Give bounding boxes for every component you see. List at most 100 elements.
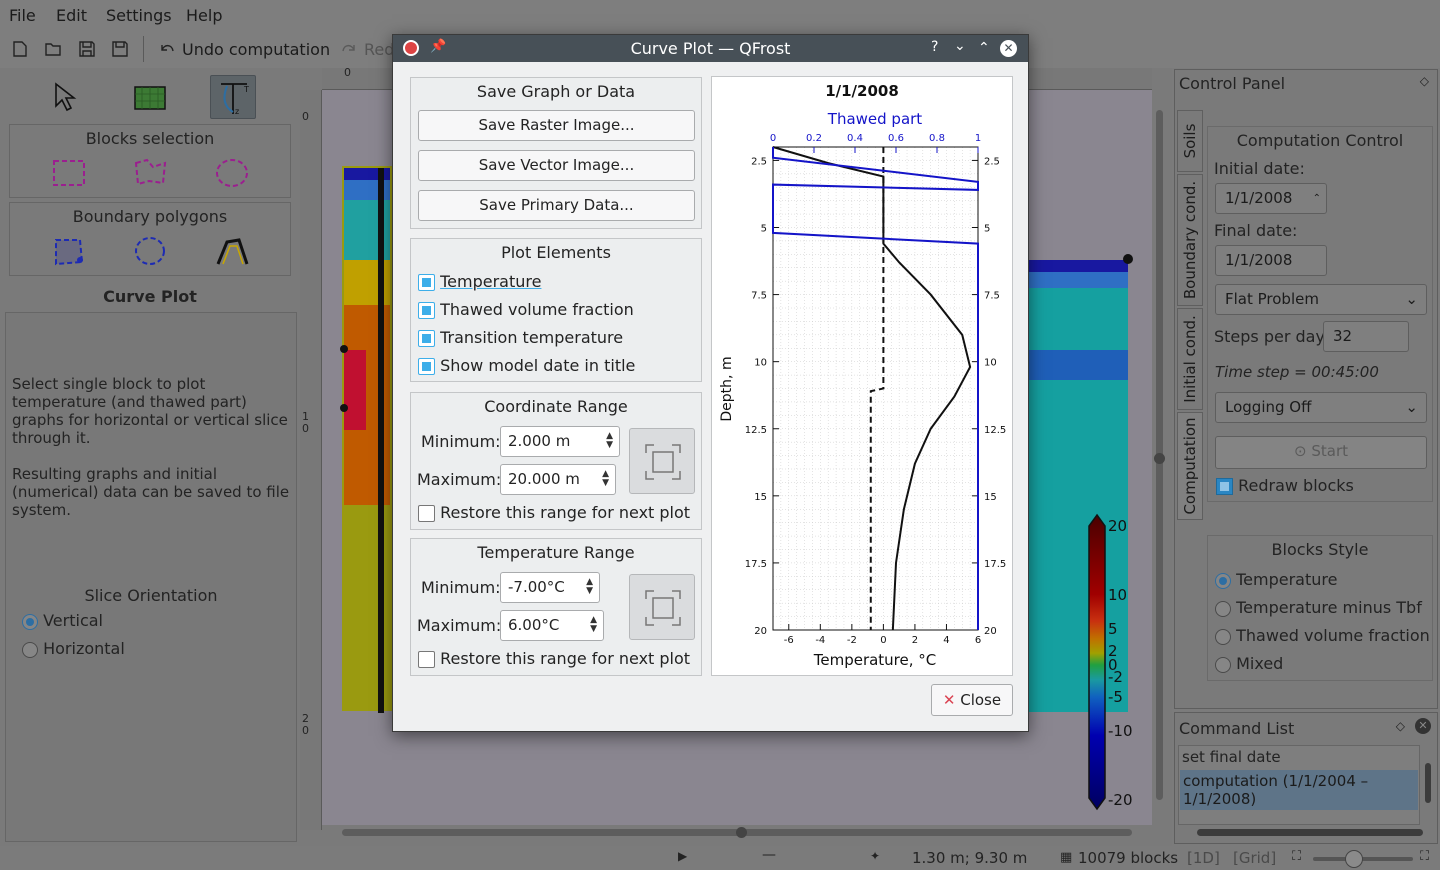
style-thawed-radio[interactable] [1215,628,1231,645]
command-list[interactable]: set final date computation (1/1/2004 – 1… [1178,745,1420,825]
style-temperature-minus-tbf[interactable]: Temperature minus Tbf [1215,598,1422,617]
spin-arrows-icon[interactable]: ▲ ▼ [602,469,609,488]
save-raster-button[interactable]: Save Raster Image... [418,110,695,141]
polygon-select-icon[interactable] [133,157,169,187]
close-icon[interactable]: ✕ [1415,718,1431,734]
temp-restore-checkbox[interactable] [418,651,435,668]
redraw-blocks-option[interactable]: Redraw blocks [1216,476,1354,495]
spin-arrows-icon[interactable]: ▲ ▼ [606,431,613,450]
save-vector-button[interactable]: Save Vector Image... [418,150,695,181]
style-temperature[interactable]: Temperature [1215,570,1337,589]
undo-button[interactable]: Undo computation [182,40,331,59]
logging-select[interactable]: Logging Off ⌄ [1215,392,1427,423]
tab-initial-cond[interactable]: Initial cond. [1177,308,1203,410]
redraw-checkbox[interactable] [1216,478,1233,495]
menu-edit[interactable]: Edit [56,6,87,25]
show-date-checkbox[interactable] [418,358,435,375]
dock-float-icon[interactable]: ◇ [1419,74,1429,88]
command-item-1[interactable]: set final date [1182,748,1281,766]
vertical-scroll-knob[interactable] [1154,453,1165,464]
dock-float-icon[interactable]: ◇ [1395,719,1405,733]
menu-settings[interactable]: Settings [106,6,172,25]
temperature-option[interactable]: Temperature [418,272,541,291]
problem-select[interactable]: Flat Problem ⌄ [1215,284,1427,315]
one-d-toggle[interactable]: [1D] [1187,849,1220,867]
new-file-icon[interactable] [11,40,29,58]
grid-toggle[interactable]: [Grid] [1233,849,1277,867]
polygon-handle-3[interactable] [1123,254,1133,264]
save-icon[interactable] [78,40,96,58]
style-mixed-radio[interactable] [1215,656,1231,673]
coord-min-input[interactable]: 2.000 m ▲ ▼ [500,426,620,457]
close-button[interactable]: ✕ Close [931,684,1013,716]
pin-icon[interactable]: 📌 [430,39,447,54]
zoom-slider[interactable] [1313,857,1413,861]
show-date-option[interactable]: Show model date in title [418,356,635,375]
rect-select-icon[interactable] [52,159,86,187]
pointer-tool-icon[interactable] [52,82,78,112]
horizontal-radio[interactable] [22,641,38,658]
coord-restore-option[interactable]: Restore this range for next plot [418,503,690,522]
command-list-scrollbar[interactable] [1423,749,1433,825]
temp-max-input[interactable]: 6.00°C ▲ ▼ [500,610,604,641]
ellipse-select-icon[interactable] [215,158,249,188]
redo-button[interactable]: Red [364,40,395,59]
tab-soils[interactable]: Soils [1177,110,1203,172]
save-as-icon[interactable] [111,40,129,58]
vertical-option[interactable]: Vertical [22,611,103,630]
maximize-icon[interactable]: ⌃ [978,40,990,56]
menu-file[interactable]: File [9,6,36,25]
temp-min-input[interactable]: -7.00°C ▲ ▼ [500,572,600,603]
coord-fit-button[interactable] [629,428,695,494]
horizontal-scrollbar[interactable] [322,825,1152,840]
undo-icon[interactable] [158,40,176,58]
style-temperature-radio[interactable] [1215,572,1231,589]
thawed-fraction-checkbox[interactable] [418,302,435,319]
tab-computation[interactable]: Computation [1177,412,1203,520]
temperature-checkbox[interactable] [418,274,435,291]
help-icon[interactable]: ? [931,39,939,55]
open-folder-icon[interactable] [44,40,62,58]
coord-restore-checkbox[interactable] [418,505,435,522]
transition-temperature-option[interactable]: Transition temperature [418,328,623,347]
polyline-boundary-icon[interactable] [215,236,249,266]
zoom-fit-icon[interactable]: ⛶ [1292,849,1302,864]
polygon-handle-1[interactable] [340,345,348,353]
save-primary-data-button[interactable]: Save Primary Data... [418,190,695,221]
minimize-icon[interactable]: ⌄ [954,38,966,54]
tab-boundary-cond[interactable]: Boundary cond. [1177,174,1203,306]
style-thawed-fraction[interactable]: Thawed volume fraction [1215,626,1430,645]
zoom-fit-icon-2[interactable]: ⛶ [1420,849,1430,864]
ellipse-boundary-icon[interactable] [133,236,167,266]
transition-temperature-checkbox[interactable] [418,330,435,347]
polygon-boundary-icon[interactable] [52,236,86,266]
block-tool-icon[interactable] [134,86,166,110]
horizontal-scroll-knob[interactable] [736,827,747,838]
redo-icon[interactable] [340,40,358,58]
menu-help[interactable]: Help [186,6,223,25]
coord-max-input[interactable]: 20.000 m ▲ ▼ [500,464,616,495]
temp-fit-button[interactable] [629,574,695,640]
spin-arrows-icon[interactable]: ▲ ▼ [590,615,597,634]
horizontal-option[interactable]: Horizontal [22,639,125,658]
command-item-2[interactable]: computation (1/1/2004 – 1/1/2008) [1180,770,1418,810]
vertical-radio[interactable] [22,613,38,630]
zoom-slider-handle[interactable] [1345,850,1363,868]
style-mixed[interactable]: Mixed [1215,654,1283,673]
polygon-handle-2[interactable] [340,404,348,412]
thawed-fraction-option[interactable]: Thawed volume fraction [418,300,634,319]
initial-date-input[interactable]: 1/1/2008 ⌃ [1215,183,1327,214]
command-list-hscroll[interactable] [1197,829,1423,836]
close-icon[interactable]: ✕ [1000,40,1017,57]
spin-icon[interactable]: ⌃ [1312,193,1321,204]
final-date-input[interactable]: 1/1/2008 [1215,245,1327,276]
style-tbf-radio[interactable] [1215,600,1231,617]
dialog-titlebar[interactable]: 📌 Curve Plot — QFrost ? ⌄ ⌃ ✕ [393,35,1028,62]
temp-restore-option[interactable]: Restore this range for next plot [418,649,690,668]
play-icon[interactable]: ▶ [678,849,688,863]
start-button[interactable]: ⊙ Start [1215,436,1427,469]
steps-input[interactable]: 32 [1323,321,1409,352]
spin-arrows-icon[interactable]: ▲ ▼ [586,577,593,596]
vertical-scrollbar[interactable] [1152,90,1168,825]
